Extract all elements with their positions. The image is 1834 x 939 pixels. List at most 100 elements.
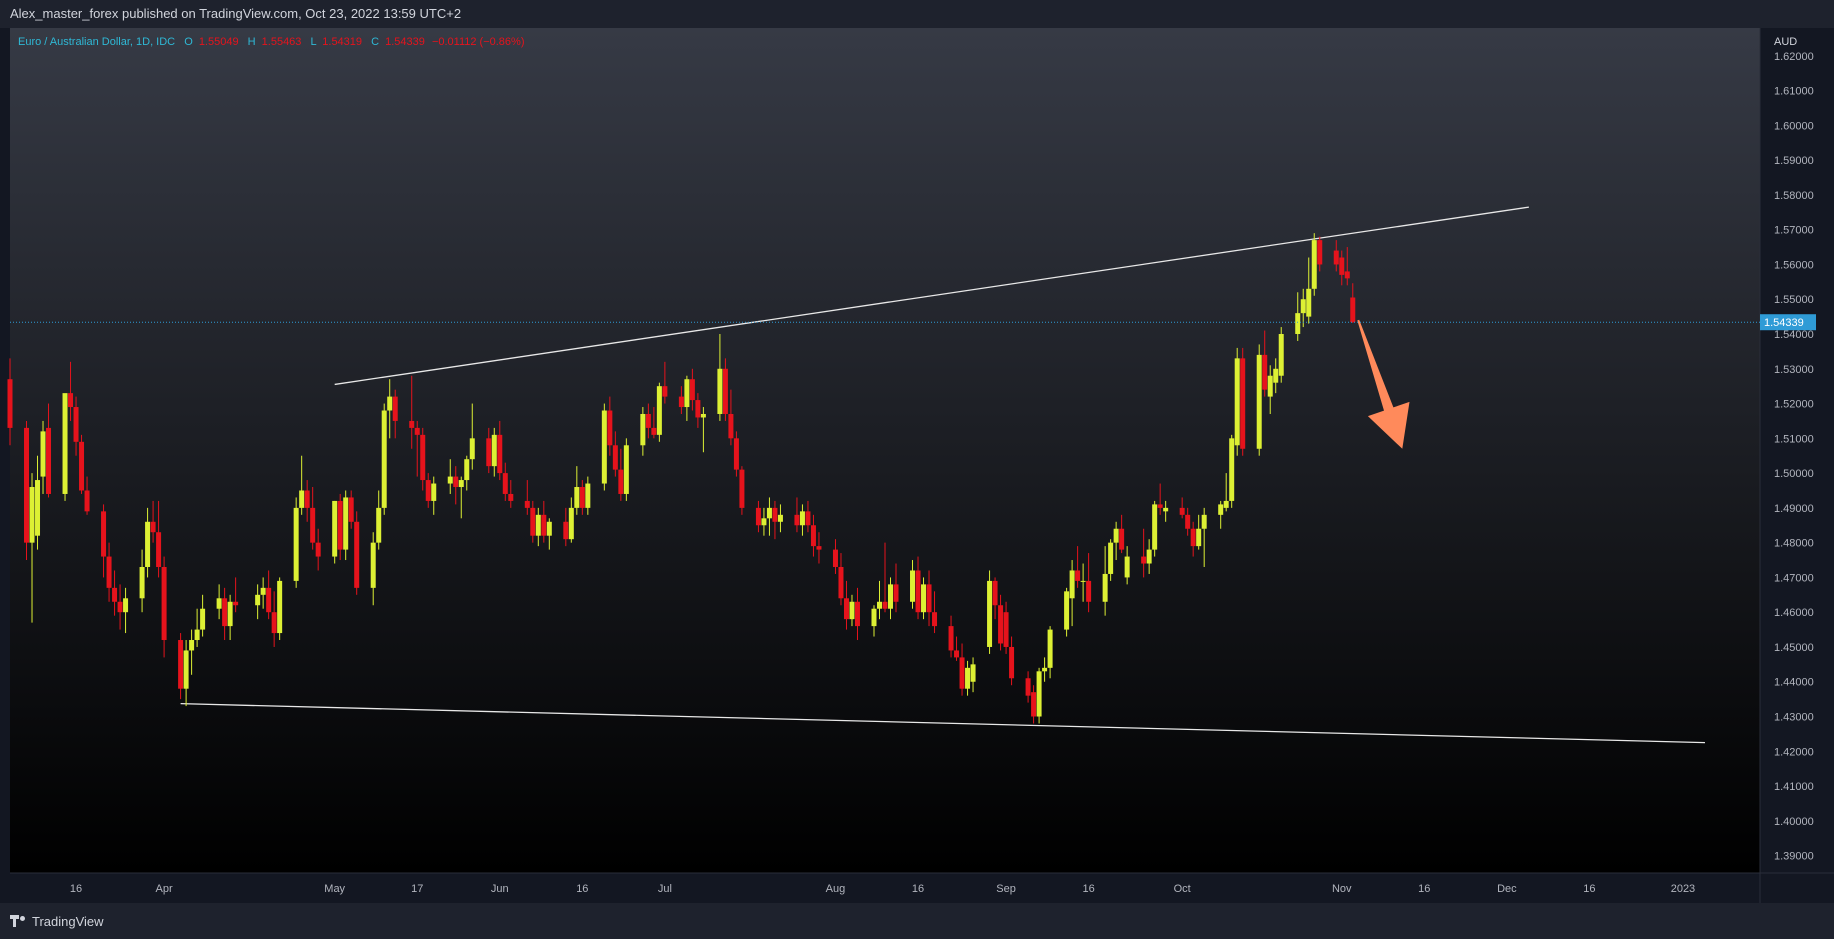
candle-body <box>1036 671 1042 717</box>
candle-body <box>376 507 382 543</box>
candle-body <box>810 525 816 547</box>
y-tick-label: 1.49000 <box>1774 503 1814 515</box>
candle-body <box>1273 368 1279 383</box>
candle-body <box>1003 612 1009 647</box>
candle-up <box>381 403 387 515</box>
candle-body <box>431 483 437 501</box>
candle-down <box>101 504 107 578</box>
y-tick-label: 1.57000 <box>1774 225 1814 237</box>
y-tick-label: 1.44000 <box>1774 677 1814 689</box>
candle-up <box>255 584 261 620</box>
candle-body <box>260 587 266 595</box>
candle-down <box>607 396 613 456</box>
candle-body <box>546 521 552 536</box>
x-tick-label: May <box>324 883 345 895</box>
candle-down <box>73 396 79 456</box>
candle-up <box>145 507 151 578</box>
candle-body <box>79 441 85 491</box>
candle-body <box>1267 375 1273 397</box>
candle-body <box>755 507 761 526</box>
candle-body <box>761 518 767 526</box>
candle-body <box>1317 240 1323 265</box>
candle-body <box>854 601 860 627</box>
candle-body <box>1218 504 1224 515</box>
candle-up <box>585 476 591 515</box>
x-tick-label: Aug <box>826 883 846 895</box>
candle-up <box>1146 539 1152 574</box>
candle-up <box>1306 257 1312 324</box>
y-tick-label: 1.48000 <box>1774 538 1814 550</box>
candle-body <box>409 420 415 428</box>
candle-down <box>24 420 30 561</box>
x-tick-label: 16 <box>70 883 82 895</box>
candle-down <box>425 473 431 508</box>
candle-body <box>271 612 277 634</box>
candle-body <box>926 584 932 613</box>
candle-body <box>447 476 453 484</box>
candle-up <box>183 640 189 707</box>
candle-body <box>1113 528 1119 543</box>
candle-down <box>805 500 811 533</box>
candle-up <box>1300 288 1306 328</box>
candle-down <box>7 358 13 446</box>
candle-body <box>612 445 618 470</box>
candle-body <box>838 566 844 599</box>
candle-body <box>618 469 624 494</box>
chart-area[interactable]: 1.62000 1.61000 1.60000 1.59000 1.58000 1.570… <box>0 28 1834 903</box>
candle-up <box>343 490 349 561</box>
candle-body <box>420 434 426 481</box>
candle-body <box>1179 507 1185 515</box>
candle-body <box>640 413 646 446</box>
candle-down <box>112 570 118 616</box>
tradingview-logo[interactable]: TradingView <box>10 913 104 929</box>
legend-o-label: O <box>184 36 193 48</box>
candle-body <box>954 650 960 658</box>
candle-body <box>1080 580 1086 582</box>
candle-up <box>299 455 305 515</box>
candle-body <box>40 431 46 477</box>
candle-body <box>178 640 184 689</box>
candle-body <box>623 445 629 494</box>
candle-up <box>535 507 541 547</box>
candle-body <box>354 521 360 588</box>
candle-body <box>117 601 123 613</box>
candle-down <box>1031 685 1037 724</box>
chart-canvas[interactable]: 1.62000 1.61000 1.60000 1.59000 1.58000 1.570… <box>0 28 1834 903</box>
tradingview-brand: TradingView <box>32 913 104 929</box>
x-tick-label: 17 <box>411 883 423 895</box>
candle-body <box>1108 542 1114 574</box>
candle-body <box>1306 288 1312 317</box>
candle-body <box>530 507 536 536</box>
candle-body <box>645 413 651 428</box>
candle-down <box>563 507 569 547</box>
candle-body <box>970 664 976 682</box>
candle-down <box>161 556 167 658</box>
candle-up <box>1108 539 1114 581</box>
candle-body <box>871 608 877 627</box>
candle-up <box>888 577 894 620</box>
y-tick-label: 1.51000 <box>1774 433 1814 445</box>
candle-body <box>987 580 993 647</box>
candle-body <box>535 514 541 536</box>
candle-down <box>932 591 938 634</box>
candle-body <box>1295 313 1301 335</box>
candle-body <box>392 396 398 421</box>
candle-body <box>915 570 921 613</box>
candle-body <box>1064 591 1070 630</box>
candle-down <box>678 386 684 414</box>
time-axis[interactable] <box>10 873 1760 903</box>
candle-down <box>733 431 739 477</box>
candle-down <box>1262 330 1268 397</box>
legend-h-value: 1.55463 <box>262 36 302 48</box>
candle-body <box>579 487 585 508</box>
candle-down <box>524 480 530 515</box>
footer-bar: TradingView <box>0 903 1834 939</box>
candle-down <box>1009 636 1015 686</box>
price-axis[interactable] <box>1760 28 1834 873</box>
candle-down <box>1333 240 1339 272</box>
candle-body <box>992 580 998 606</box>
candle-up <box>1311 233 1317 296</box>
candle-up <box>277 577 283 641</box>
candle-down <box>348 490 354 529</box>
candle-body <box>1141 556 1147 564</box>
